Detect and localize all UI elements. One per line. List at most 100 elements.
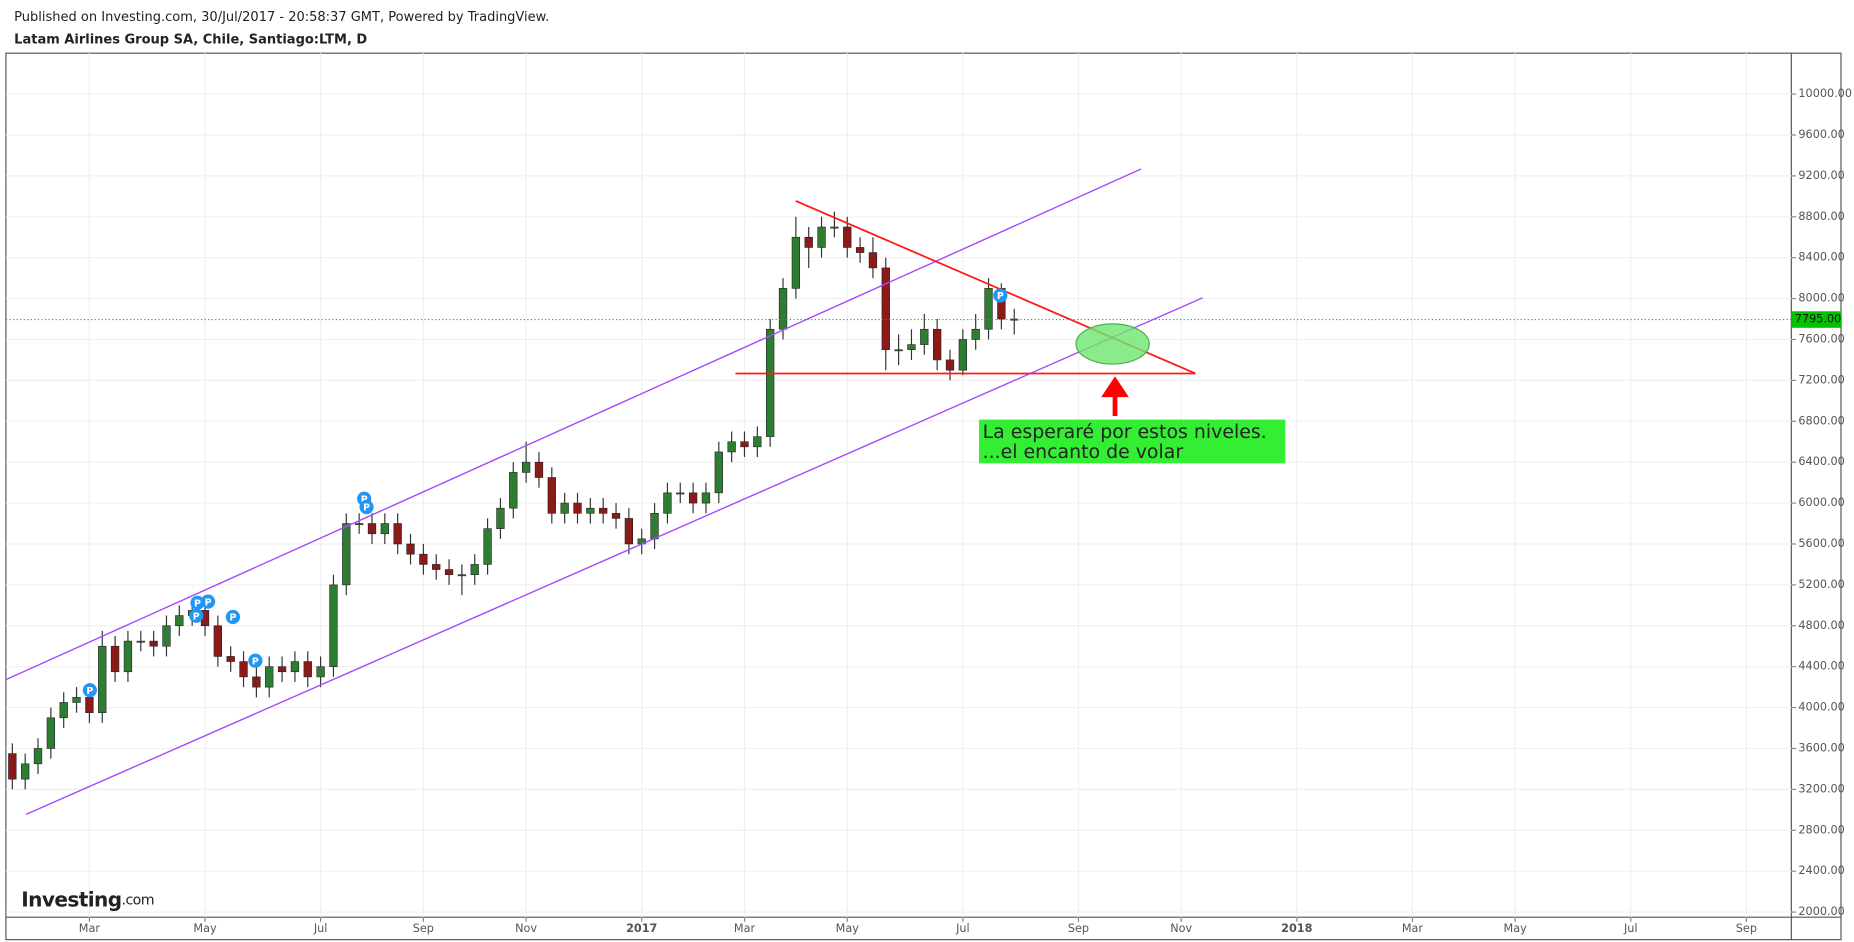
candle-body (984, 288, 993, 330)
channel-lower (25, 297, 1203, 816)
y-tick-label: 4800.00 (1798, 619, 1844, 632)
candle-body (881, 267, 890, 351)
marker: P (359, 499, 374, 515)
marker-label: P (205, 597, 212, 608)
candle-body (945, 359, 955, 371)
y-tick-label: 5200.00 (1798, 578, 1844, 591)
drawings: La esperaré por estos niveles. ...el enc… (5, 168, 1286, 816)
candle-body (380, 523, 389, 535)
y-tick-label: 10000.00 (1798, 87, 1852, 100)
y-tick-label: 9600.00 (1798, 128, 1844, 141)
x-tick-label: Jul (1623, 922, 1638, 935)
y-tick-label: 7600.00 (1798, 332, 1844, 345)
x-tick-label: Sep (413, 922, 434, 935)
candle-body (521, 461, 531, 473)
target-zone (1075, 323, 1150, 365)
x-tick-label: Mar (734, 922, 756, 935)
x-tick-label: Mar (79, 922, 101, 935)
published-note: Published on Investing.com, 30/Jul/2017 … (14, 10, 549, 25)
candle-body (252, 676, 261, 688)
candle-body (432, 564, 441, 570)
candle-body (907, 344, 916, 351)
candle-body (33, 748, 43, 765)
candles (8, 211, 1019, 790)
candle-body (457, 574, 467, 577)
candle-body (933, 328, 942, 361)
y-tick-label: 7200.00 (1798, 373, 1844, 386)
candle-body (175, 615, 184, 627)
x-tick-label: Nov (1170, 922, 1192, 935)
candle-body (354, 523, 364, 526)
y-tick-label: 6400.00 (1798, 455, 1844, 468)
candle-body (817, 226, 826, 248)
candle-body (778, 288, 788, 330)
annotation-box (979, 419, 1286, 464)
marker: P (82, 683, 97, 698)
marker: P (225, 609, 241, 625)
marker-label: P (361, 494, 368, 505)
y-tick-label: 3200.00 (1798, 782, 1844, 795)
candle-body (701, 492, 711, 504)
marker-label: P (194, 598, 201, 609)
candle-body (470, 564, 479, 575)
marker-label: P (193, 611, 200, 622)
marker-label: P (86, 686, 93, 697)
candle-body (85, 697, 94, 713)
x-tick-label: May (193, 922, 217, 935)
candle-body (791, 236, 801, 289)
channel-upper (5, 168, 1142, 681)
candle-body (213, 625, 222, 657)
candle-body (277, 666, 287, 673)
x-tick-label: May (836, 922, 860, 935)
y-tick-label: 6800.00 (1798, 414, 1844, 427)
y-tick-label: 8000.00 (1798, 292, 1844, 305)
grid (5, 53, 1792, 918)
x-tick-label: Jul (955, 922, 970, 935)
logo-name: Investing (21, 887, 121, 911)
candle-body (226, 656, 235, 662)
candle-body (714, 451, 723, 494)
candle-body (406, 543, 415, 555)
candle-body (72, 697, 81, 703)
candle-body (303, 661, 312, 678)
candle-body (599, 507, 608, 514)
candle-body (547, 477, 556, 514)
y-tick-label: 2400.00 (1798, 864, 1844, 877)
candle-body (509, 472, 518, 509)
y-tick-label: 4400.00 (1798, 660, 1844, 673)
marker-label: P (997, 291, 1004, 302)
candle-body (753, 436, 762, 448)
candle-body (624, 518, 634, 545)
candle-body (265, 666, 274, 688)
candle-body (393, 523, 402, 545)
marker-label: P (252, 656, 259, 667)
frame (5, 52, 1842, 941)
candle-body (483, 528, 492, 565)
candle-body (920, 328, 929, 345)
candle-body (290, 661, 300, 673)
x-tick-label: Jul (313, 922, 328, 935)
candle-body (586, 507, 595, 514)
marker: P (190, 595, 205, 610)
arrow (1101, 376, 1129, 417)
candle-body (46, 717, 56, 749)
candle-body (329, 584, 338, 667)
marker: P (189, 608, 204, 623)
candle-body (650, 513, 659, 540)
y-tick-label: 8400.00 (1798, 251, 1844, 264)
candle-body (444, 569, 454, 575)
last-price-label: 7795.00 (1795, 313, 1841, 326)
y-tick-label: 2800.00 (1798, 823, 1844, 836)
candle-body (740, 441, 749, 448)
y-tick-label: 6000.00 (1798, 496, 1844, 509)
marker: P (201, 594, 216, 609)
candle-body (894, 349, 903, 352)
candle-body (419, 553, 428, 565)
candle-body (804, 236, 813, 248)
x-tick-label: Mar (1402, 922, 1424, 935)
marker: P (248, 653, 263, 668)
x-tick-label: Nov (515, 922, 537, 935)
candle-body (997, 288, 1006, 320)
